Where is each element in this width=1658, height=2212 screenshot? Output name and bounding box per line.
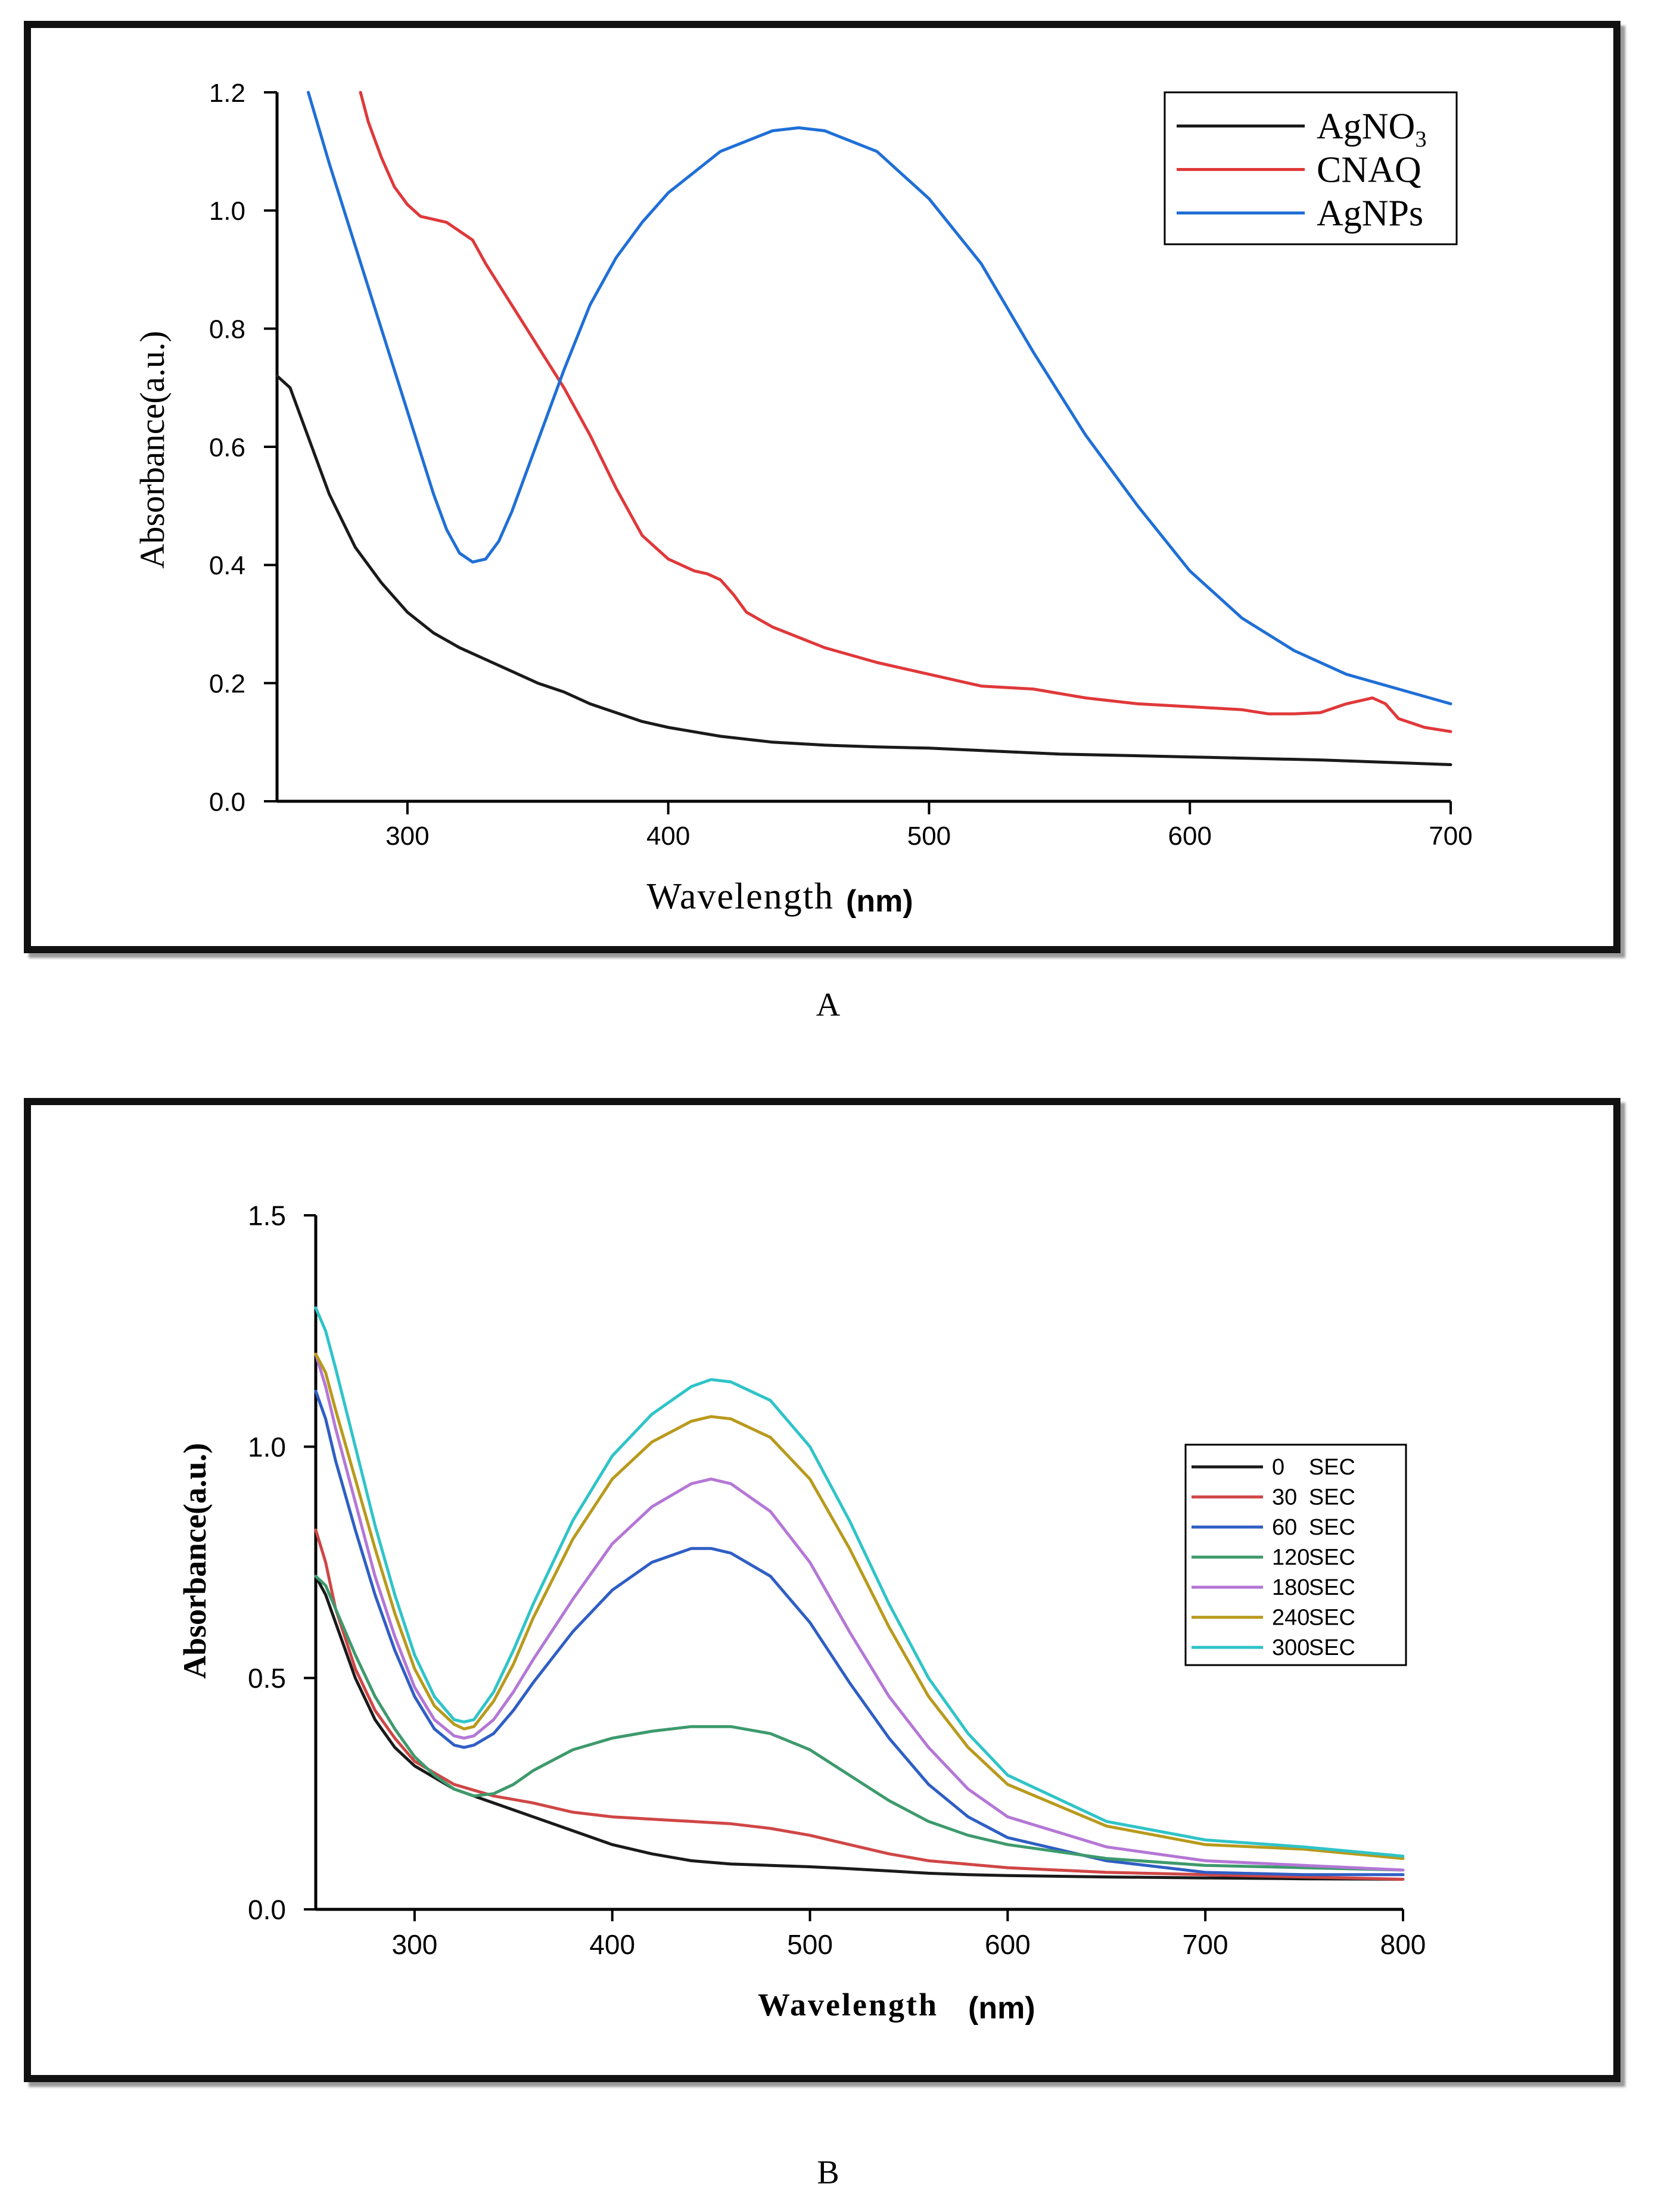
chart-b: 0.00.51.01.5 300 400 500 600 700 800 Absorban…	[177, 1200, 1426, 2026]
chart-b-legend-label-2: 60	[1272, 1515, 1297, 1540]
chart-b-ytick-label: 1.5	[248, 1200, 286, 1231]
chart-a-y-axis-label: Absorbance(a.u.)	[133, 331, 172, 568]
chart-b-series-line-6	[314, 1306, 1405, 1858]
chart-b-legend-unit-1: SEC	[1309, 1485, 1355, 1510]
chart-b-legend-box	[1184, 1443, 1407, 1666]
chart-a-legend-label-1: CNAQ	[1317, 150, 1421, 191]
chart-b-xtick-label: 500	[787, 1929, 833, 1960]
chart-a-x-axis-label: Wavelength	[646, 876, 834, 917]
panel-label-b: B	[817, 2154, 839, 2191]
chart-a-legend-box	[1164, 91, 1458, 245]
chart-b-ytick-label: 0.5	[248, 1663, 286, 1694]
chart-b-legend-unit-5: SEC	[1309, 1606, 1355, 1631]
chart-b-legend-label-5: 240	[1272, 1606, 1309, 1631]
chart-b-legend-label-0: 0	[1272, 1455, 1284, 1480]
chart-a-xtick-label: 500	[907, 822, 951, 851]
chart-b-xtick-label: 600	[985, 1929, 1031, 1960]
chart-a-xtick-label: 700	[1429, 822, 1472, 851]
chart-b-legend-unit-3: SEC	[1309, 1545, 1355, 1570]
chart-b-xtick-label: 800	[1380, 1929, 1426, 1960]
chart-a-series-line-0	[275, 374, 1452, 766]
chart-a-ytick-label: 0.6	[209, 433, 245, 462]
chart-b-series-line-1	[314, 1528, 1405, 1881]
chart-b-series-line-4	[314, 1352, 1405, 1872]
chart-b-series-line-3	[314, 1575, 1405, 1872]
chart-b-legend-label-6: 300	[1272, 1635, 1309, 1660]
chart-a-ytick-label: 0.2	[209, 670, 245, 699]
chart-a-series-line-1	[359, 91, 1452, 733]
chart-b-legend-label-1: 30	[1272, 1485, 1297, 1510]
chart-a-series-line-2	[307, 91, 1452, 705]
chart-a-legend-label-2: AgNPs	[1317, 194, 1423, 234]
panel-label-a: A	[816, 987, 841, 1023]
chart-a-ytick-label: 0.8	[209, 315, 245, 344]
chart-b-ytick-label: 1.0	[248, 1432, 286, 1463]
chart-b-legend-label-4: 180	[1272, 1575, 1309, 1600]
chart-b-legend-unit-6: SEC	[1309, 1635, 1355, 1660]
chart-b-x-axis-unit: (nm)	[968, 1991, 1035, 2026]
chart-b-xtick-label: 400	[589, 1929, 635, 1960]
chart-b-x-axis-label: Wavelength	[758, 1987, 938, 2023]
chart-b-series-line-0	[314, 1575, 1405, 1881]
chart-a-xtick-label: 300	[385, 822, 429, 851]
chart-b-y-axis-label: Absorbance(a.u.)	[177, 1443, 213, 1679]
chart-b-legend-label-3: 120	[1272, 1545, 1309, 1570]
chart-b-xtick-label: 300	[392, 1929, 438, 1960]
chart-b-ytick-label: 0.0	[248, 1894, 286, 1925]
chart-b-xtick-label: 700	[1183, 1929, 1228, 1960]
chart-b-legend-unit-0: SEC	[1309, 1455, 1355, 1480]
chart-b-legend-unit-4: SEC	[1309, 1575, 1355, 1600]
chart-a-ytick-label: 1.2	[209, 79, 245, 108]
chart-a-xtick-label: 400	[646, 822, 690, 851]
chart-a: 0.0 0.2 0.4 0.6 0.8 1.0 1.2 300 400 500 600 700 Ab…	[133, 79, 1473, 919]
chart-a-xtick-label: 600	[1168, 822, 1212, 851]
chart-b-legend-unit-2: SEC	[1309, 1515, 1355, 1540]
chart-a-ytick-label: 1.0	[209, 197, 245, 226]
chart-a-ytick-label: 0.0	[209, 788, 245, 817]
chart-b-series-line-2	[314, 1389, 1405, 1877]
chart-b-series-line-5	[314, 1352, 1405, 1861]
chart-a-legend-label-sub: 3	[1415, 127, 1426, 152]
chart-a-x-axis-unit: (nm)	[846, 884, 913, 919]
chart-a-legend-label-0: AgNO3	[1317, 107, 1427, 153]
chart-a-ytick-label: 0.4	[209, 551, 245, 580]
